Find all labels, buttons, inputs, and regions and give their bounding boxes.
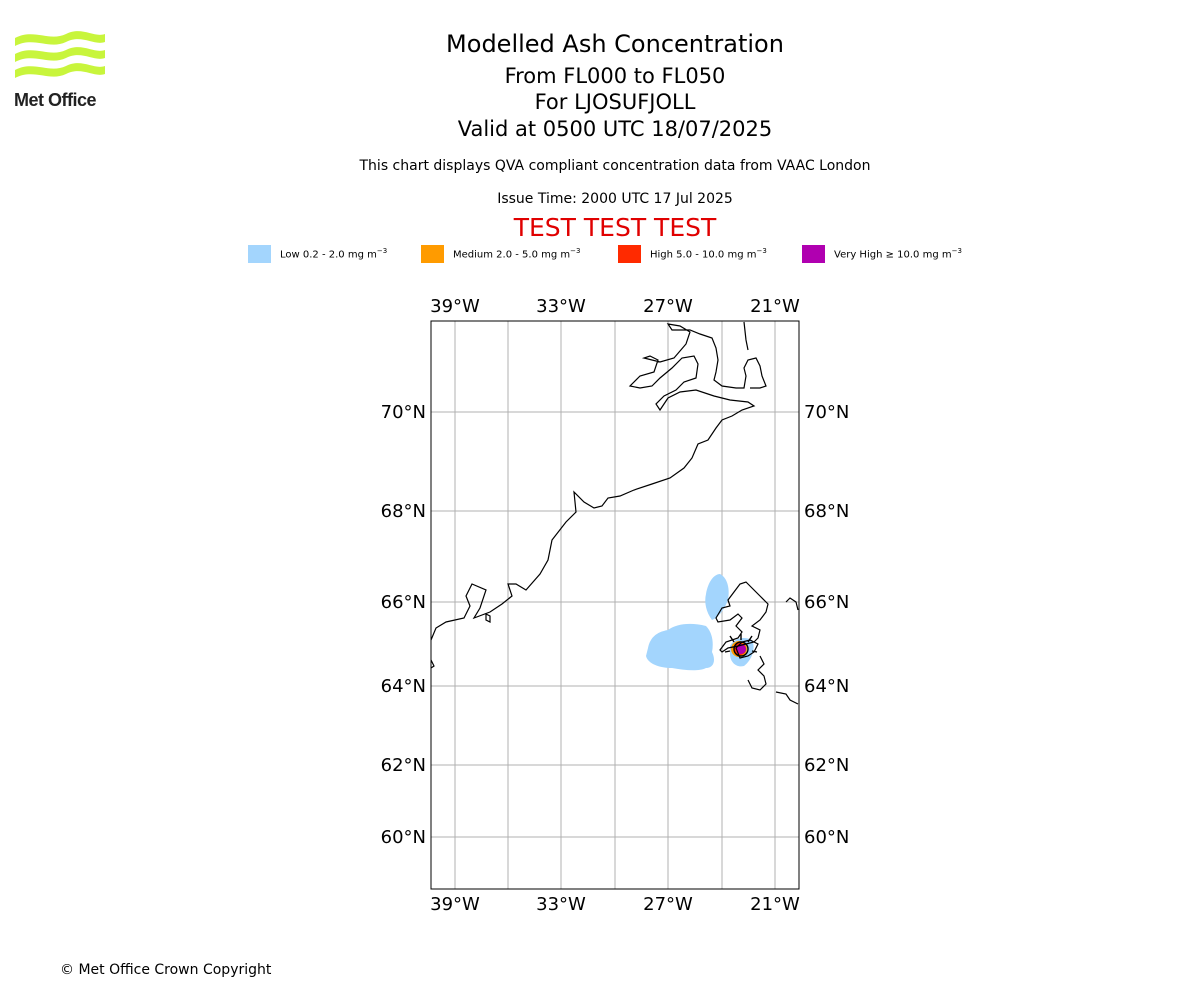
- flight-level-range: From FL000 to FL050: [504, 64, 726, 88]
- lat-label-left-64n: 64°N: [381, 676, 426, 697]
- legend-label-medium: Medium 2.0 - 5.0 mg m−3: [453, 247, 581, 261]
- lon-label-bottom-27w: 27°W: [643, 894, 693, 915]
- lat-label-left-66n: 66°N: [381, 592, 426, 613]
- compliance-note: This chart displays QVA compliant concen…: [359, 158, 871, 174]
- lat-label-left-70n: 70°N: [381, 402, 426, 423]
- lat-label-left-68n: 68°N: [381, 501, 426, 522]
- lon-label-top-39w: 39°W: [430, 296, 480, 317]
- legend-swatch-medium: [421, 245, 444, 263]
- legend-swatch-low: [248, 245, 271, 263]
- legend-item-very-high: Very High ≥ 10.0 mg m−3: [802, 244, 962, 264]
- ash-low-area: [646, 574, 754, 671]
- met-office-waves-icon: [15, 31, 105, 78]
- issue-time: Issue Time: 2000 UTC 17 Jul 2025: [497, 191, 733, 207]
- legend-swatch-very-high: [802, 245, 825, 263]
- valid-time: Valid at 0500 UTC 18/07/2025: [457, 117, 773, 141]
- volcano-name: For LJOSUFJOLL: [534, 90, 696, 114]
- map-gridlines: [431, 321, 799, 889]
- lat-label-right-64n: 64°N: [804, 676, 849, 697]
- volcano-marker-icon: [724, 634, 758, 657]
- lon-label-bottom-21w: 21°W: [750, 894, 800, 915]
- chart-title: Modelled Ash Concentration: [446, 30, 784, 58]
- legend-swatch-high: [618, 245, 641, 263]
- coastline: [430, 321, 799, 705]
- lat-label-right-70n: 70°N: [804, 402, 849, 423]
- lon-label-top-21w: 21°W: [750, 296, 800, 317]
- ash-very-high-area: [736, 644, 746, 654]
- lon-label-top-33w: 33°W: [536, 296, 586, 317]
- lon-label-bottom-33w: 33°W: [536, 894, 586, 915]
- legend-item-medium: Medium 2.0 - 5.0 mg m−3: [421, 244, 580, 264]
- lat-label-left-60n: 60°N: [381, 827, 426, 848]
- test-banner: TEST TEST TEST: [513, 213, 717, 242]
- lon-label-bottom-39w: 39°W: [430, 894, 480, 915]
- lat-label-right-66n: 66°N: [804, 592, 849, 613]
- lat-label-left-62n: 62°N: [381, 755, 426, 776]
- logo-text: Met Office: [14, 90, 97, 110]
- map-frame: [430, 320, 800, 890]
- legend-item-low: Low 0.2 - 2.0 mg m−3: [248, 244, 387, 264]
- lat-label-right-62n: 62°N: [804, 755, 849, 776]
- legend-label-low: Low 0.2 - 2.0 mg m−3: [280, 247, 388, 261]
- met-office-logo: Met Office: [14, 30, 108, 112]
- legend-label-high: High 5.0 - 10.0 mg m−3: [650, 247, 767, 261]
- legend-label-very-high: Very High ≥ 10.0 mg m−3: [834, 247, 962, 261]
- lat-label-right-68n: 68°N: [804, 501, 849, 522]
- copyright-notice: © Met Office Crown Copyright: [60, 962, 272, 978]
- lat-label-right-60n: 60°N: [804, 827, 849, 848]
- lon-label-top-27w: 27°W: [643, 296, 693, 317]
- legend-item-high: High 5.0 - 10.0 mg m−3: [618, 244, 767, 264]
